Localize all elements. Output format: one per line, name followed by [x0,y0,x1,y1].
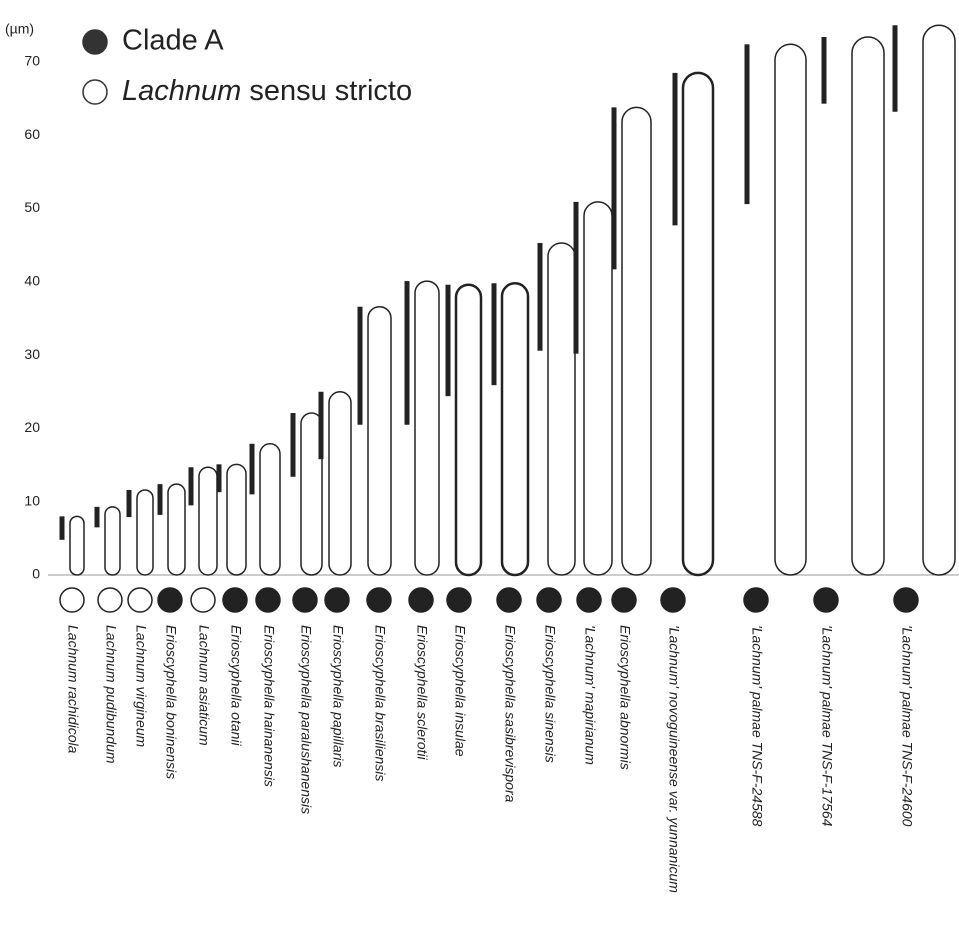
range-bar [405,281,410,425]
range-bar [446,285,451,396]
spore-drawing [329,392,351,575]
spore-drawing [199,467,217,575]
taxon-label: Erioscyphella boninensis [163,625,179,779]
spore-drawing [260,444,280,575]
y-tick-label: 10 [24,492,40,508]
y-tick-label: 30 [24,346,40,362]
spore-drawing [168,484,185,575]
clade-marker [325,588,349,612]
unit-label: (µm) [5,21,34,37]
spore-drawing [105,507,120,575]
range-bar [95,507,100,528]
y-tick-label: 40 [24,273,40,289]
range-bar [250,444,255,495]
taxon-label: Lachnum virgineum [133,625,149,748]
clade-marker [661,588,685,612]
legend-label-part: sensu stricto [249,75,412,107]
chart: (µm) 0 10 20 30 40 50 60 70 Clade A Lachnumsensu … [0,0,959,928]
legend-label-part: Lachnum [122,75,241,107]
range-bar [538,243,543,351]
range-bar [745,44,750,204]
y-tick-label: 50 [24,199,40,215]
clade-marker [98,588,122,612]
range-bar [319,392,324,459]
range-bar [492,283,497,385]
clade-marker [894,588,918,612]
spore-drawing [456,285,481,575]
clade-marker [612,588,636,612]
spore-drawing [622,107,651,575]
range-bar [60,516,65,539]
taxon-label: Erioscyphella hainanensis [261,625,277,787]
taxon-label: 'Lachnum' palmae TNS-F-24600 [899,625,915,827]
taxon-label: Lachnum asiaticum [196,625,212,746]
spore-drawing [548,243,575,575]
taxon-label: Erioscyphella paralushanensis [298,625,314,814]
spore-drawing [923,25,955,575]
clade-marker [293,588,317,612]
range-bar [673,73,678,225]
range-bar [189,467,194,505]
clade-marker [223,588,247,612]
clade-marker [577,588,601,612]
clade-marker [158,588,182,612]
legend-marker [83,80,107,104]
clade-marker [367,588,391,612]
taxon-label: 'Lachnum' palmae TNS-F-17564 [819,625,835,827]
range-bar [574,202,579,354]
spore-drawing [584,202,612,575]
y-tick-label: 20 [24,419,40,435]
clade-marker [537,588,561,612]
y-tick-label: 70 [24,53,40,69]
spore-drawing [852,37,884,575]
clade-marker [497,588,521,612]
taxon-label: Erioscyphella brasiliensis [372,625,388,781]
clade-marker [128,588,152,612]
spore-drawing [683,73,713,575]
clade-marker [744,588,768,612]
taxon-label: Erioscyphella sclerotii [414,625,430,760]
clade-marker [409,588,433,612]
clade-marker [447,588,471,612]
spore-drawing [415,281,439,575]
range-bar [291,413,296,477]
range-bar [612,107,617,269]
legend-marker [83,30,107,54]
taxon-label: 'Lachnum' palmae TNS-F-24588 [749,625,765,827]
y-tick-label: 0 [32,566,40,582]
clade-marker [814,588,838,612]
taxon-label: Erioscyphella sasibrevispora [502,625,518,803]
taxon-label: Erioscyphella papillaris [330,625,346,767]
range-bar [158,484,163,515]
taxon-label: Erioscyphella sinensis [542,625,558,763]
y-tick-label: 60 [24,126,40,142]
range-bar [127,490,132,517]
spore-drawing [70,516,84,575]
taxon-label: Lachnum rachidicola [65,625,81,754]
taxon-label: Erioscyphella otanii [228,625,244,747]
spore-drawing [502,283,528,575]
taxon-label: Erioscyphella abnormis [617,625,633,770]
taxon-label: 'Lachnum' mapirianum [582,625,598,765]
clade-marker [60,588,84,612]
spore-drawing [137,490,153,575]
taxon-label: 'Lachnum' novoguineense var. yunnanicum [666,625,682,893]
clade-marker [191,588,215,612]
legend-label: Clade A [122,25,224,57]
taxon-label: Erioscyphella insulae [452,625,468,757]
range-bar [893,25,898,111]
range-bar [822,37,827,104]
range-bar [358,307,363,425]
spore-drawing [775,44,806,575]
spore-drawing [368,307,391,575]
taxon-label: Lachnum pudibundum [103,625,119,764]
clade-marker [256,588,280,612]
spore-drawing [227,464,246,575]
range-bar [217,464,222,492]
